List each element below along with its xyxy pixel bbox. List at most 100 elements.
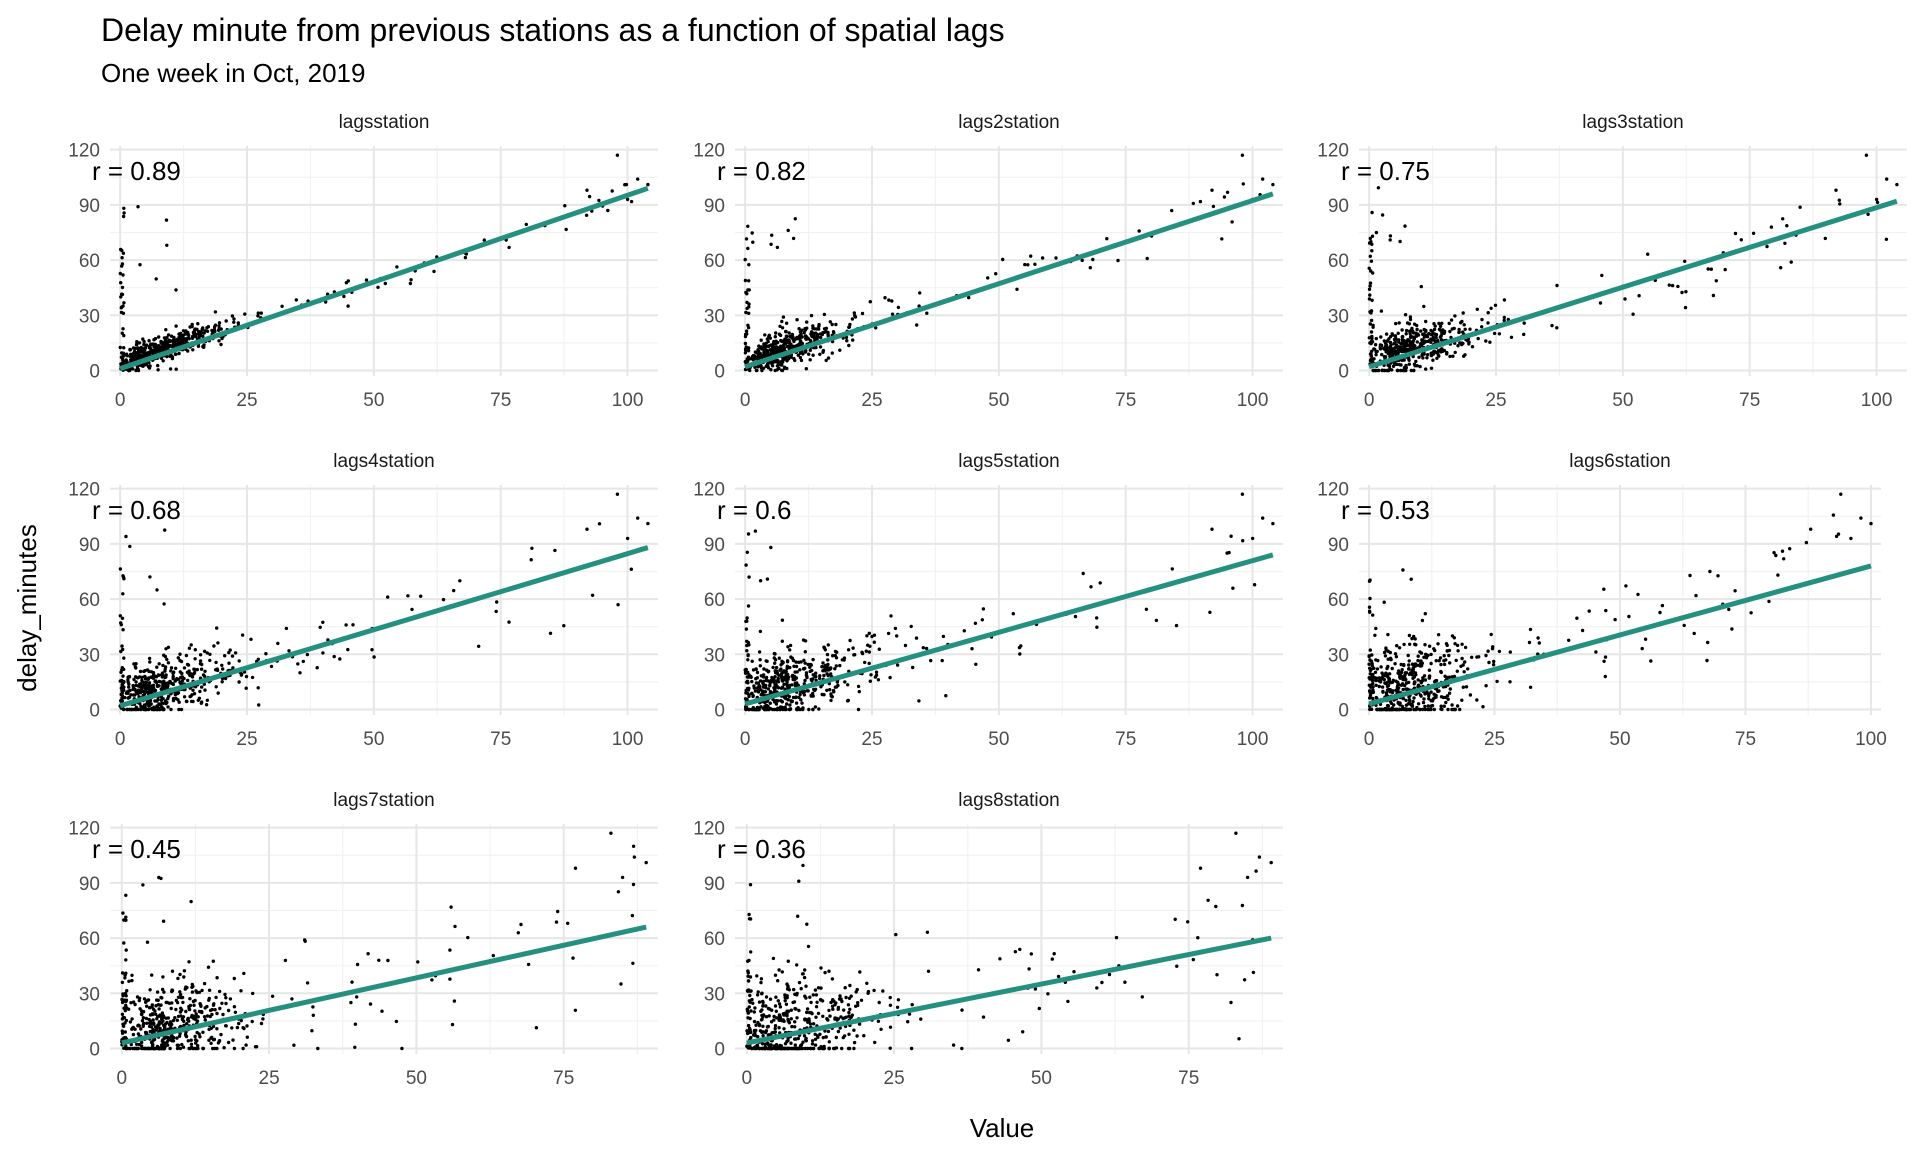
data-point: [186, 349, 190, 353]
data-point: [1373, 670, 1378, 674]
data-point: [1602, 659, 1606, 663]
data-point: [227, 650, 231, 655]
data-point: [174, 343, 179, 347]
data-point: [310, 1029, 314, 1033]
x-tick-label: 75: [1115, 390, 1136, 411]
data-point: [171, 1018, 176, 1023]
data-point: [152, 1030, 156, 1034]
data-point: [625, 536, 630, 541]
data-point: [1416, 702, 1421, 706]
data-point: [785, 659, 790, 663]
data-point: [1379, 343, 1384, 348]
data-point: [1463, 353, 1467, 357]
data-point: [1733, 231, 1738, 236]
data-point: [1600, 273, 1604, 278]
data-point: [144, 1046, 148, 1051]
data-point: [161, 1019, 165, 1023]
data-point: [1445, 676, 1449, 681]
data-point: [772, 1014, 776, 1019]
data-point: [173, 1016, 177, 1020]
data-point: [775, 245, 780, 250]
data-point: [192, 667, 196, 671]
data-point: [294, 298, 298, 302]
data-point: [747, 694, 751, 699]
data-point: [1445, 649, 1450, 653]
data-point: [120, 1031, 125, 1035]
data-point: [1403, 673, 1407, 677]
data-point: [811, 1046, 815, 1051]
data-point: [1491, 645, 1495, 649]
data-point: [164, 673, 168, 677]
data-point: [198, 1035, 202, 1039]
fit-line: [746, 935, 1272, 1046]
data-point: [774, 1044, 779, 1049]
data-point: [408, 281, 413, 286]
data-point: [170, 988, 174, 992]
data-point: [786, 1009, 791, 1013]
y-tick-label: 60: [79, 251, 100, 272]
data-point: [827, 1040, 831, 1044]
data-point: [1380, 213, 1385, 217]
data-point: [160, 1014, 164, 1018]
data-point: [1368, 658, 1372, 662]
data-point: [770, 233, 774, 237]
data-point: [181, 1045, 186, 1049]
data-point: [1424, 328, 1428, 333]
data-point: [165, 657, 169, 662]
data-point: [1415, 327, 1419, 332]
data-point: [142, 339, 146, 344]
data-point: [773, 1023, 778, 1028]
data-point: [758, 352, 763, 356]
data-point: [419, 594, 423, 598]
data-point: [744, 627, 749, 631]
data-point: [1527, 640, 1532, 645]
data-point: [553, 548, 557, 553]
data-point: [463, 255, 468, 260]
data-point: [918, 291, 922, 295]
data-point: [1442, 704, 1447, 708]
scatter-points: [745, 831, 1273, 1051]
data-point: [1425, 356, 1429, 360]
data-point: [1798, 205, 1802, 209]
data-point: [759, 1009, 763, 1013]
data-point: [1140, 995, 1145, 999]
data-point: [1107, 972, 1112, 977]
data-point: [773, 658, 778, 662]
data-point: [759, 338, 763, 342]
data-point: [190, 1013, 194, 1018]
data-point: [1416, 658, 1420, 663]
data-point: [1073, 614, 1078, 619]
data-point: [1502, 298, 1507, 302]
data-point: [1436, 353, 1440, 357]
data-point: [166, 1016, 170, 1020]
data-point: [801, 972, 805, 976]
data-point: [1387, 364, 1392, 368]
data-point: [960, 1046, 964, 1051]
data-point: [1391, 678, 1396, 682]
data-point: [784, 1002, 789, 1006]
y-tick-label: 90: [1328, 535, 1349, 556]
data-point: [165, 1043, 170, 1047]
data-point: [176, 656, 180, 660]
data-point: [1400, 668, 1404, 672]
data-point: [998, 957, 1002, 961]
data-point: [1421, 332, 1425, 336]
data-point: [169, 669, 173, 673]
data-point: [147, 1006, 152, 1010]
data-point: [758, 629, 763, 634]
data-point: [155, 665, 159, 669]
data-point: [1682, 623, 1686, 628]
y-tick-label: 90: [704, 196, 725, 217]
data-point: [163, 667, 167, 671]
data-point: [200, 327, 204, 331]
data-point: [777, 1002, 782, 1006]
data-point: [121, 994, 125, 998]
data-point: [747, 958, 751, 963]
data-point: [981, 1015, 986, 1019]
data-point: [795, 707, 799, 712]
data-point: [1419, 651, 1424, 655]
data-point: [131, 1032, 136, 1037]
data-point: [1463, 660, 1467, 664]
data-point: [813, 1043, 818, 1047]
data-point: [757, 650, 762, 654]
